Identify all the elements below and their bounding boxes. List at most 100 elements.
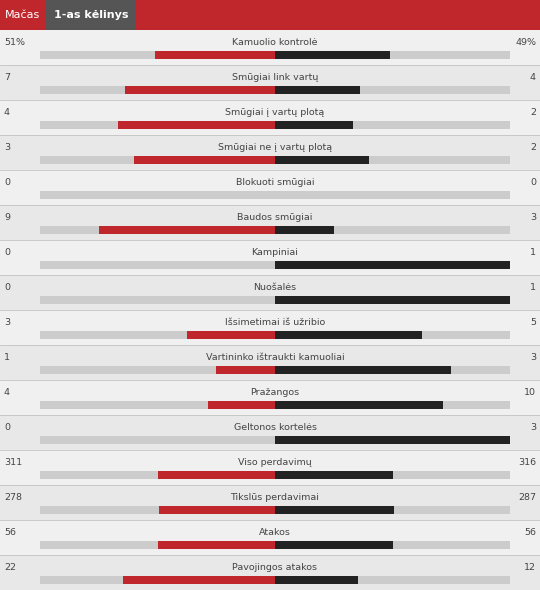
Text: 1: 1 [530,283,536,293]
Bar [275,575,358,584]
Bar [275,435,510,444]
Text: 0: 0 [530,178,536,188]
Text: Geltonos kortelės: Geltonos kortelės [233,424,316,432]
Bar [0,275,540,310]
Text: Vartininko ištraukti kamuoliai: Vartininko ištraukti kamuoliai [206,353,345,362]
Text: 10: 10 [524,388,536,398]
Text: Smūgiai ne į vartų plotą: Smūgiai ne į vartų plotą [218,143,332,152]
Bar [275,51,390,58]
Bar [46,0,136,30]
Bar [0,555,540,590]
Bar [40,435,510,444]
Bar [216,365,275,373]
Text: 4: 4 [4,109,10,117]
Text: 3: 3 [530,214,536,222]
Bar [158,540,275,549]
Text: 5: 5 [530,319,536,327]
Text: 49%: 49% [515,38,536,47]
Bar [275,330,422,339]
Text: Kampiniai: Kampiniai [252,248,299,257]
Text: 278: 278 [4,493,22,503]
Text: 2: 2 [530,109,536,117]
Bar [0,170,540,205]
Text: 12: 12 [524,563,536,572]
Text: Smūgiai į vartų plotą: Smūgiai į vartų plotą [225,109,325,117]
Text: 3: 3 [4,319,10,327]
Bar [275,261,510,268]
Bar [0,345,540,380]
Bar [0,100,540,135]
Text: 1-as kėlinys: 1-as kėlinys [54,10,129,20]
Bar [158,470,275,478]
Bar [40,365,510,373]
Bar [0,310,540,345]
Bar [40,86,510,93]
Bar [123,575,275,584]
Text: 3: 3 [4,143,10,152]
Text: Viso perdavimų: Viso perdavimų [238,458,312,467]
Text: Mačas: Mačas [5,10,40,20]
Text: 7: 7 [4,73,10,83]
Bar [208,401,275,408]
Text: 51%: 51% [4,38,25,47]
Bar [0,65,540,100]
Bar [40,575,510,584]
Bar [187,330,275,339]
Bar [40,470,510,478]
Text: Nuošalės: Nuošalės [253,283,296,293]
Bar [99,225,275,234]
Text: 3: 3 [530,353,536,362]
Text: 0: 0 [4,248,10,257]
Bar [275,506,394,513]
Bar [0,30,540,65]
Bar [118,120,275,129]
Bar [275,470,394,478]
Text: Pražangos: Pražangos [251,388,300,398]
Bar [0,0,540,30]
Text: 311: 311 [4,458,22,467]
Text: 56: 56 [524,529,536,537]
Bar [275,401,443,408]
Text: 1: 1 [530,248,536,257]
Bar [0,520,540,555]
Text: Kamuolio kontrolė: Kamuolio kontrolė [232,38,318,47]
Bar [0,135,540,170]
Bar [0,415,540,450]
Text: Baudos smūgiai: Baudos smūgiai [237,214,313,222]
Text: Smūgiai link vartų: Smūgiai link vartų [232,73,318,83]
Text: Išsimetimai iš užribio: Išsimetimai iš užribio [225,319,325,327]
Bar [40,401,510,408]
Bar [0,240,540,275]
Text: 0: 0 [4,283,10,293]
Bar [0,450,540,485]
Text: 22: 22 [4,563,16,572]
Bar [275,540,393,549]
Text: Pavojingos atakos: Pavojingos atakos [233,563,318,572]
Text: 9: 9 [4,214,10,222]
Bar [40,191,510,198]
Text: 1: 1 [4,353,10,362]
Bar [40,51,510,58]
Bar [40,120,510,129]
Text: 4: 4 [4,388,10,398]
Bar [275,120,353,129]
Text: Blokuoti smūgiai: Blokuoti smūgiai [236,178,314,188]
Text: 56: 56 [4,529,16,537]
Bar [275,156,369,163]
Bar [275,225,334,234]
Text: 3: 3 [530,424,536,432]
Bar [275,296,510,303]
Text: 0: 0 [4,424,10,432]
Bar [40,506,510,513]
Text: 0: 0 [4,178,10,188]
Bar [0,380,540,415]
Bar [125,86,275,93]
Bar [134,156,275,163]
Bar [40,225,510,234]
Bar [0,205,540,240]
Bar [40,156,510,163]
Bar [275,365,451,373]
Bar [0,485,540,520]
Text: Tikslūs perdavimai: Tikslūs perdavimai [231,493,320,503]
Text: 316: 316 [518,458,536,467]
